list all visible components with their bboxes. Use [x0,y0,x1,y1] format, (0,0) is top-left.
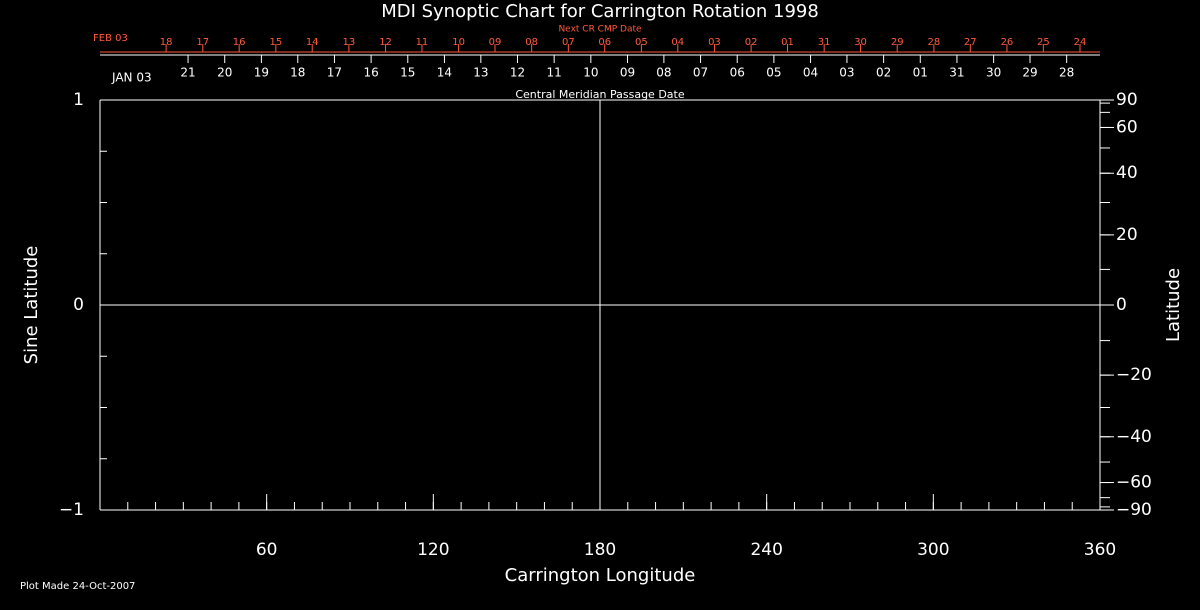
cmp_axis-date: 20 [217,66,232,80]
cmp_axis-date: 21 [180,66,195,80]
y2-tick-label: −20 [1116,365,1152,385]
next_axis-date: 17 [196,37,209,48]
next_axis-date: 27 [964,37,977,48]
cmp_axis-date: 16 [363,66,378,80]
cmp-axis-label: Central Meridian Passage Date [515,88,684,101]
y2-tick-label: 20 [1116,225,1138,245]
next-start-label: FEB 03 [93,33,128,44]
cmp_axis-date: 10 [583,66,598,80]
next_axis-date: 07 [562,37,575,48]
cmp-start-label: JAN 03 [111,71,152,85]
cmp_axis-date: 19 [254,66,269,80]
next_axis-date: 24 [1074,37,1087,48]
x-tick-label: 60 [256,540,278,560]
x-tick-label: 360 [1084,540,1116,560]
next_axis-date: 05 [635,37,648,48]
cmp_axis-date: 02 [876,66,891,80]
cmp_axis-date: 12 [510,66,525,80]
y2-tick-label: 90 [1116,90,1138,110]
y2-tick-label: −90 [1116,500,1152,520]
next_axis-date: 26 [1001,37,1014,48]
next_axis-date: 25 [1037,37,1050,48]
next_axis-date: 10 [452,37,465,48]
next_axis-date: 01 [781,37,794,48]
next_axis-date: 09 [489,37,502,48]
footnote: Plot Made 24-Oct-2007 [20,581,135,592]
cmp_axis-date: 31 [949,66,964,80]
y2-tick-label: −60 [1116,473,1152,493]
chart-title: MDI Synoptic Chart for Carrington Rotati… [381,1,819,22]
next_axis-date: 06 [598,37,611,48]
cmp_axis-date: 15 [400,66,415,80]
y2-tick-label: 40 [1116,163,1138,183]
cmp_axis-date: 03 [839,66,854,80]
cmp_axis-date: 08 [656,66,671,80]
next_axis-date: 03 [708,37,721,48]
next_axis-date: 04 [671,37,684,48]
next_axis-date: 11 [416,37,429,48]
next_axis-date: 18 [160,37,173,48]
next_axis-date: 02 [745,37,758,48]
next_axis-date: 12 [379,37,392,48]
next_axis-date: 13 [343,37,356,48]
next_axis-date: 16 [233,37,246,48]
cmp_axis-date: 01 [913,66,928,80]
next_axis-date: 31 [818,37,831,48]
cmp_axis-date: 09 [620,66,635,80]
cmp_axis-date: 28 [1059,66,1074,80]
next_axis-date: 30 [854,37,867,48]
y2-axis-label: Latitude [1163,268,1184,342]
x-tick-label: 180 [584,540,616,560]
cmp_axis-date: 05 [766,66,781,80]
y-axis-label: Sine Latitude [21,246,42,365]
x-tick-label: 240 [750,540,782,560]
y-tick-label: 1 [73,90,84,110]
cmp_axis-date: 29 [1022,66,1037,80]
cmp_axis-date: 07 [693,66,708,80]
y-tick-label: −1 [59,500,84,520]
next-axis-label: Next CR CMP Date [558,25,642,35]
x-tick-label: 120 [417,540,449,560]
cmp_axis-date: 04 [803,66,818,80]
cmp_axis-date: 06 [730,66,745,80]
next_axis-date: 28 [928,37,941,48]
next_axis-date: 29 [891,37,904,48]
next_axis-date: 08 [525,37,538,48]
x-tick-label: 300 [917,540,949,560]
cmp_axis-date: 18 [290,66,305,80]
y-tick-label: 0 [73,295,84,315]
cmp_axis-date: 17 [327,66,342,80]
cmp_axis-date: 13 [473,66,488,80]
y2-tick-label: 0 [1116,295,1127,315]
y2-tick-label: −40 [1116,427,1152,447]
y2-tick-label: 60 [1116,117,1138,137]
cmp_axis-date: 14 [437,66,452,80]
cmp_axis-date: 11 [547,66,562,80]
next_axis-date: 15 [269,37,282,48]
next_axis-date: 14 [306,37,319,48]
cmp_axis-date: 30 [986,66,1001,80]
x-axis-label: Carrington Longitude [505,565,696,586]
